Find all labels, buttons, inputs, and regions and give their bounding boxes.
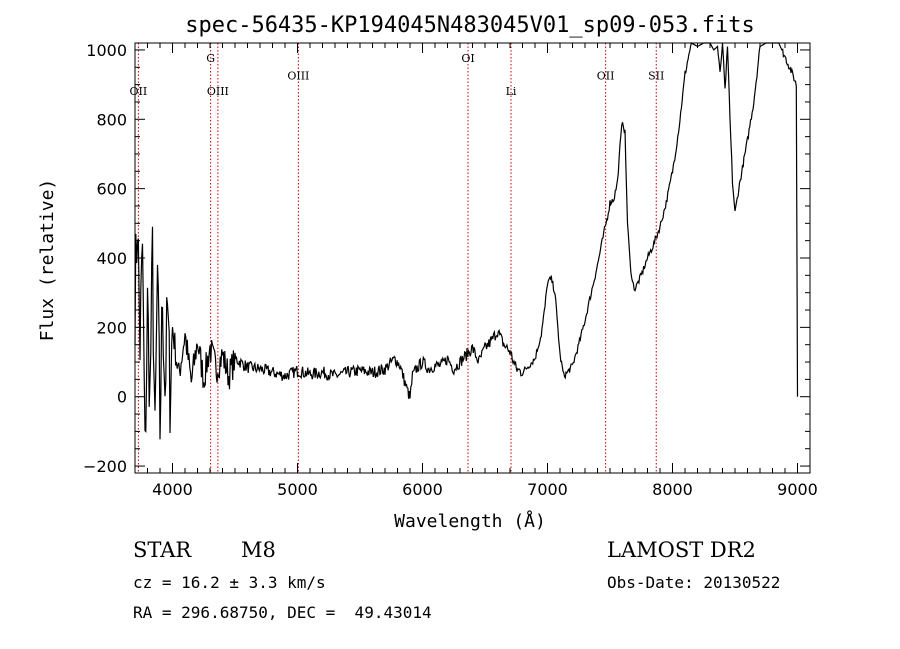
observation-date: Obs-Date: 20130522: [607, 573, 781, 592]
plot-frame: [134, 42, 811, 474]
spectral-line-label-4: OI: [461, 52, 474, 65]
object-subclass: M8: [241, 538, 276, 562]
x-axis-label: Wavelength (Å): [394, 510, 546, 532]
x-axis-ticks: 4000 5000 6000 7000 8000 9000: [147, 43, 818, 499]
spectral-line-label-6: OII: [597, 69, 615, 82]
x-tick-label-2: 6000: [402, 480, 443, 499]
y-tick-label-5: 800: [96, 110, 127, 129]
spectral-line-label-1: G: [206, 52, 215, 65]
y-tick-label-3: 400: [96, 249, 127, 268]
spectral-line-label-7: SII: [648, 69, 664, 82]
x-tick-label-5: 9000: [777, 480, 818, 499]
x-tick-label-4: 8000: [652, 480, 693, 499]
survey-name: LAMOST DR2: [607, 538, 756, 562]
spectral-line-label-5: Li: [506, 85, 517, 98]
y-tick-label-2: 200: [96, 318, 127, 337]
x-tick-label-1: 5000: [277, 480, 318, 499]
redshift-readout: cz = 16.2 ± 3.3 km/s: [133, 573, 326, 592]
chart-title: spec-56435-KP194045N483045V01_sp09-053.f…: [185, 13, 755, 38]
spectral-line-label-3: OIII: [287, 69, 309, 82]
y-axis-ticks: −200 0 200 400 600 800 1000: [83, 41, 810, 476]
x-tick-label-3: 7000: [527, 480, 568, 499]
spectral-line-label-2: OIII: [207, 85, 229, 98]
coordinates-readout: RA = 296.68750, DEC = 49.43014: [133, 603, 432, 622]
y-tick-label-0: −200: [83, 457, 127, 476]
spectrum-series-line: [134, 42, 799, 440]
y-tick-label-6: 1000: [86, 41, 127, 60]
spectral-line-markers: OII G OIII OIII OI Li OII SII: [130, 43, 664, 473]
x-tick-label-0: 4000: [152, 480, 193, 499]
spectral-line-label-0: OII: [130, 85, 148, 98]
y-tick-label-1: 0: [117, 388, 127, 407]
object-class: STAR: [133, 538, 192, 562]
y-axis-label: Flux (relative): [37, 179, 58, 342]
y-tick-label-4: 600: [96, 180, 127, 199]
